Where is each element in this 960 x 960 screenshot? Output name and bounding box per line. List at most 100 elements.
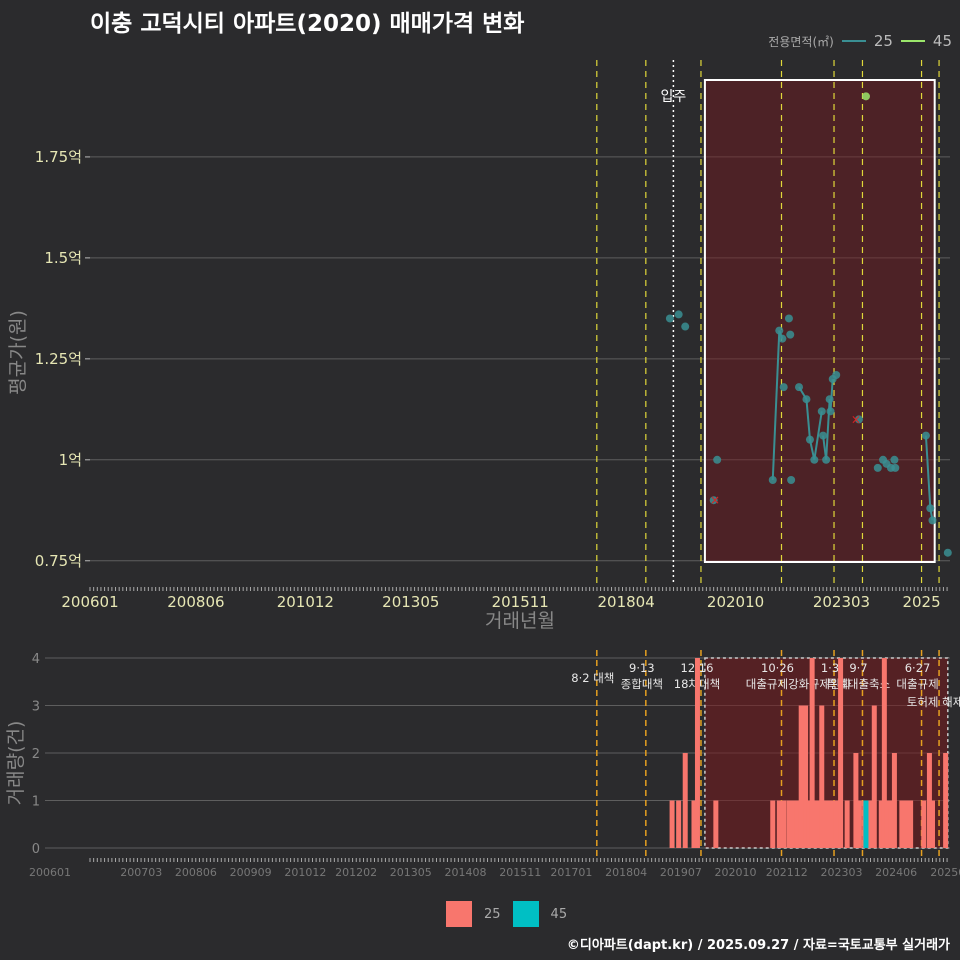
price-point-25 <box>779 383 788 392</box>
price-point-25 <box>810 455 819 464</box>
volume-legend-swatch-45 <box>512 901 539 927</box>
price-point-25 <box>832 371 841 379</box>
price-x-axis-title: 거래년월 <box>485 610 555 632</box>
price-point-25 <box>665 314 674 323</box>
volume-x-tick-label: 200806 <box>175 866 217 879</box>
price-series-25-segment <box>805 399 811 440</box>
volume-bar-25 <box>794 800 800 848</box>
volume-bar-25 <box>891 753 897 848</box>
volume-y-axis-title: 거래량(건) <box>5 721 27 806</box>
price-point-25 <box>784 314 793 323</box>
price-point-25 <box>928 516 937 525</box>
volume-event-label: 9·13 <box>629 661 655 675</box>
volume-bar-25 <box>844 800 850 848</box>
volume-x-tick-label: 202010 <box>715 866 757 879</box>
legend-label-45: 45 <box>932 32 952 50</box>
volume-bar-25 <box>838 658 844 848</box>
chart-title: 이충 고덕시티 아파트(2020) 매매가격 변화 <box>90 11 525 37</box>
volume-event-label: 종합대책 <box>621 677 663 691</box>
price-point-25 <box>825 395 834 404</box>
price-point-25 <box>891 463 900 472</box>
volume-y-tick-label: 3 <box>32 700 40 715</box>
price-x-tick-label: 202303 <box>813 593 870 611</box>
price-point-25 <box>681 322 690 331</box>
volume-bar-25 <box>813 800 819 848</box>
volume-bar-25 <box>770 800 776 848</box>
price-point-25 <box>787 476 796 484</box>
volume-bar-25 <box>691 800 697 848</box>
price-y-tick-label: 1.25억 <box>35 350 82 368</box>
price-cancelled-mark: × <box>851 412 861 426</box>
price-point-25 <box>778 334 787 343</box>
price-x-tick-label: 201012 <box>277 593 334 611</box>
price-point-25 <box>786 330 795 339</box>
price-y-tick-label: 1.75억 <box>35 148 82 166</box>
volume-bar-25 <box>899 800 905 848</box>
volume-event-label: 1·3 <box>821 661 839 675</box>
price-point-25 <box>943 548 952 557</box>
price-point-25 <box>713 455 722 464</box>
price-point-25 <box>826 407 835 416</box>
volume-bar-25 <box>803 705 809 848</box>
volume-x-tick-label: 201804 <box>605 866 647 879</box>
price-point-25 <box>926 504 935 513</box>
volume-bar-25 <box>871 705 877 848</box>
volume-event-label: 특례대출축소 <box>827 677 890 691</box>
volume-bar-45 <box>863 800 869 848</box>
volume-legend-label-45: 45 <box>550 906 568 922</box>
volume-x-tick-label: 20250 <box>930 866 960 879</box>
legend-swatch-45 <box>900 40 925 42</box>
source-footer: ©디아파트(dapt.kr) / 2025.09.27 / 자료=국토교통부 실… <box>566 938 950 953</box>
volume-x-tick-label: 201511 <box>499 866 541 879</box>
volume-event-label: 8·2 대책 <box>571 671 614 685</box>
volume-bar-25 <box>713 800 719 848</box>
volume-bar-25 <box>682 753 688 848</box>
volume-bar-25 <box>929 800 935 848</box>
price-highlight-box <box>703 79 936 563</box>
price-cancelled-mark: × <box>710 493 720 507</box>
volume-event-label: 10·26 <box>761 661 794 675</box>
volume-x-tick-label: 201907 <box>660 866 702 879</box>
volume-x-tick-label: 202303 <box>820 866 862 879</box>
volume-bar-25 <box>856 800 862 848</box>
volume-bar-25 <box>943 753 949 848</box>
price-x-tick-label: 201305 <box>382 593 439 611</box>
legend-swatch-25 <box>841 40 866 42</box>
volume-x-tick-label: 201202 <box>335 866 377 879</box>
volume-legend-label-25: 25 <box>484 906 501 922</box>
price-point-25 <box>890 455 899 464</box>
price-y-tick-label: 1억 <box>59 451 82 469</box>
volume-legend-swatch-25 <box>446 901 472 927</box>
volume-bar-25 <box>776 800 782 848</box>
price-point-45 <box>861 92 870 101</box>
volume-x-tick-label: 202406 <box>875 866 917 879</box>
price-point-25 <box>822 455 831 464</box>
volume-bar-25 <box>829 800 835 848</box>
volume-bar-25 <box>789 800 795 848</box>
legend-label-25: 25 <box>873 32 893 50</box>
legend-title: 전용면적(㎡) <box>768 34 834 49</box>
price-point-25 <box>674 310 683 319</box>
price-x-tick-label: 200601 <box>61 593 118 611</box>
price-point-25 <box>819 431 828 440</box>
price-x-tick-label: 2025 <box>902 593 940 611</box>
price-point-25 <box>873 463 882 472</box>
price-series-25-segment <box>829 378 834 412</box>
volume-bar-25 <box>833 800 839 848</box>
volume-y-tick-label: 0 <box>32 842 40 857</box>
price-point-25 <box>795 383 804 392</box>
volume-bar-25 <box>868 800 874 848</box>
legend-area: 전용면적(㎡) 25 45 <box>768 32 952 50</box>
volume-bar-25 <box>669 800 675 848</box>
volume-x-tick-label: 200601 <box>29 866 71 879</box>
volume-x-tick-label: 201305 <box>390 866 432 879</box>
volume-bar-25 <box>921 800 927 848</box>
price-y-tick-label: 0.75억 <box>35 552 82 570</box>
volume-bar-25 <box>853 753 859 848</box>
move-in-label: 입주 <box>661 89 687 105</box>
volume-event-label: 6·27 <box>905 661 931 675</box>
volume-bar-25 <box>781 800 787 848</box>
volume-bar-25 <box>926 753 932 848</box>
price-y-axis-title: 평균가(원) <box>7 310 29 395</box>
volume-bar-25 <box>826 800 832 848</box>
